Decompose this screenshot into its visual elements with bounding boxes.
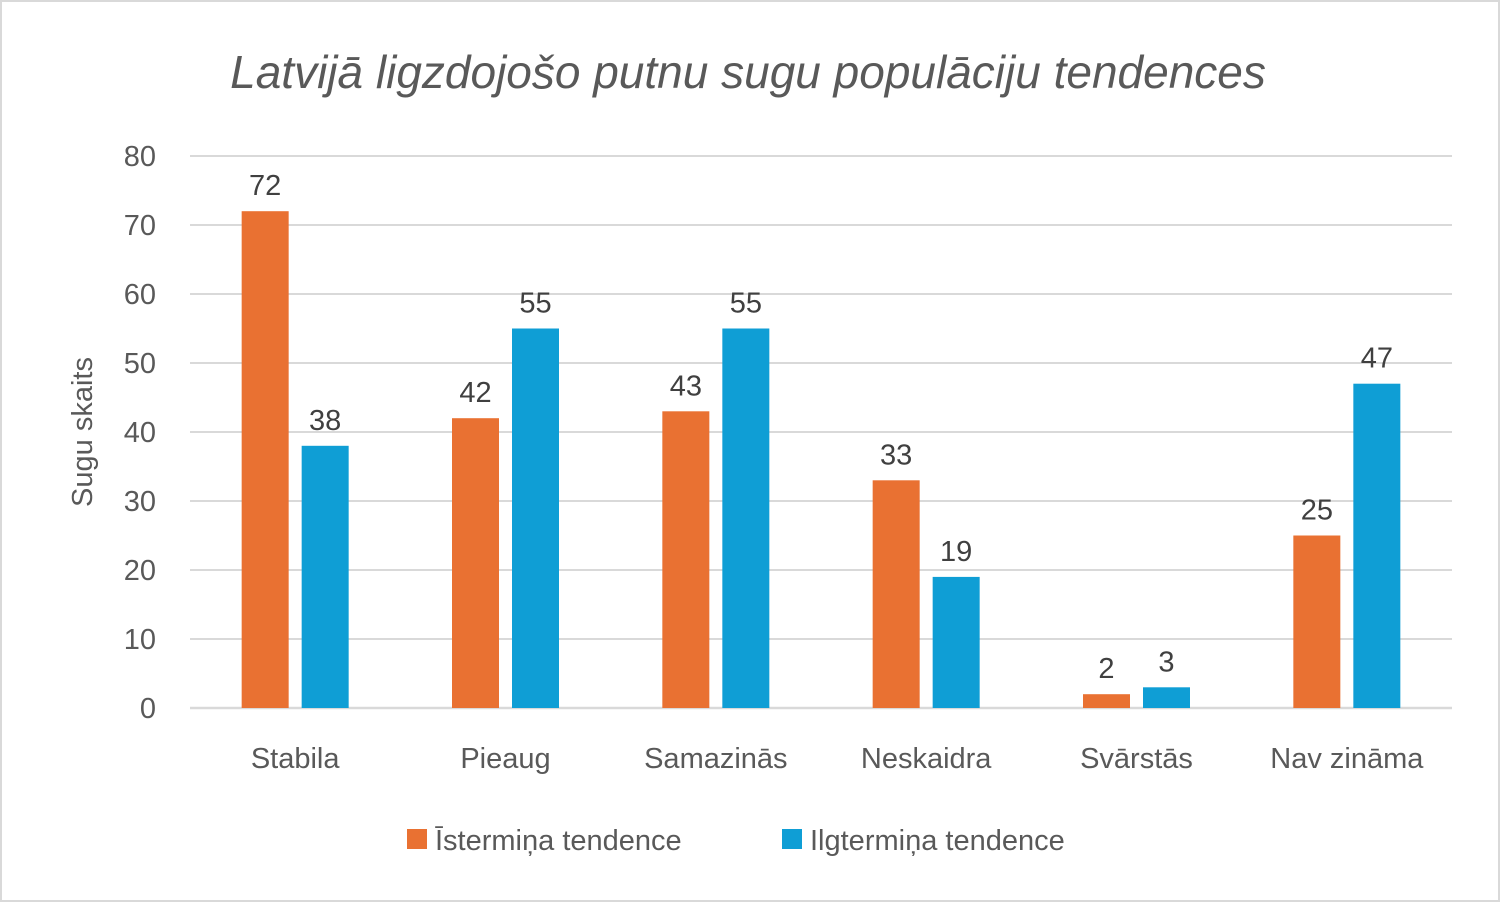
y-tick-label: 80 bbox=[124, 141, 156, 173]
y-tick-label: 40 bbox=[124, 417, 156, 449]
x-tick-label: Neskaidra bbox=[861, 743, 992, 775]
bar bbox=[452, 418, 499, 708]
data-label: 19 bbox=[940, 536, 972, 568]
bar bbox=[301, 445, 349, 708]
data-label: 55 bbox=[730, 288, 762, 320]
bar bbox=[932, 576, 980, 708]
chart-title: Latvijā ligzdojošo putnu sugu populāciju… bbox=[230, 46, 1266, 98]
x-tick-label: Svārstās bbox=[1080, 743, 1193, 775]
y-tick-label: 0 bbox=[140, 693, 156, 725]
legend-swatch bbox=[407, 829, 427, 849]
bar bbox=[872, 480, 920, 708]
legend-swatch bbox=[782, 829, 802, 849]
data-label: 25 bbox=[1301, 495, 1333, 527]
y-tick-label: 30 bbox=[124, 486, 156, 518]
y-tick-label: 20 bbox=[124, 555, 156, 587]
x-tick-label: Samazinās bbox=[644, 743, 787, 775]
data-label: 2 bbox=[1098, 653, 1114, 685]
data-label: 38 bbox=[309, 405, 341, 437]
bar bbox=[662, 411, 710, 708]
bar bbox=[1353, 383, 1401, 708]
x-tick-label: Pieaug bbox=[460, 743, 550, 775]
data-label: 55 bbox=[519, 288, 551, 320]
legend-label: Ilgtermiņa tendence bbox=[810, 825, 1065, 857]
data-label: 47 bbox=[1361, 343, 1393, 375]
data-label: 42 bbox=[459, 377, 491, 409]
y-axis-label: Sugu skaits bbox=[67, 357, 99, 507]
y-tick-label: 10 bbox=[124, 624, 156, 656]
bar bbox=[512, 328, 559, 708]
bar bbox=[241, 211, 289, 708]
data-label: 33 bbox=[880, 439, 912, 471]
bar bbox=[722, 328, 770, 708]
x-tick-label: Stabila bbox=[251, 743, 341, 775]
bar bbox=[1293, 535, 1341, 708]
data-label: 43 bbox=[670, 370, 702, 402]
y-tick-label: 60 bbox=[124, 279, 156, 311]
y-tick-label: 70 bbox=[124, 210, 156, 242]
legend-label: Īstermiņa tendence bbox=[435, 825, 682, 857]
x-tick-label: Nav zināma bbox=[1270, 743, 1424, 775]
bar bbox=[1143, 687, 1190, 708]
bar bbox=[1083, 694, 1130, 708]
data-label: 72 bbox=[249, 170, 281, 202]
y-tick-label: 50 bbox=[124, 348, 156, 380]
data-label: 3 bbox=[1158, 646, 1174, 678]
